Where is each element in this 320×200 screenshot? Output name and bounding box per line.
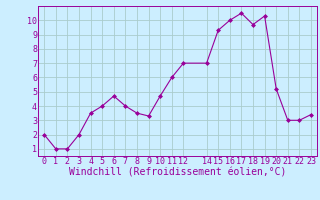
X-axis label: Windchill (Refroidissement éolien,°C): Windchill (Refroidissement éolien,°C) [69, 168, 286, 178]
